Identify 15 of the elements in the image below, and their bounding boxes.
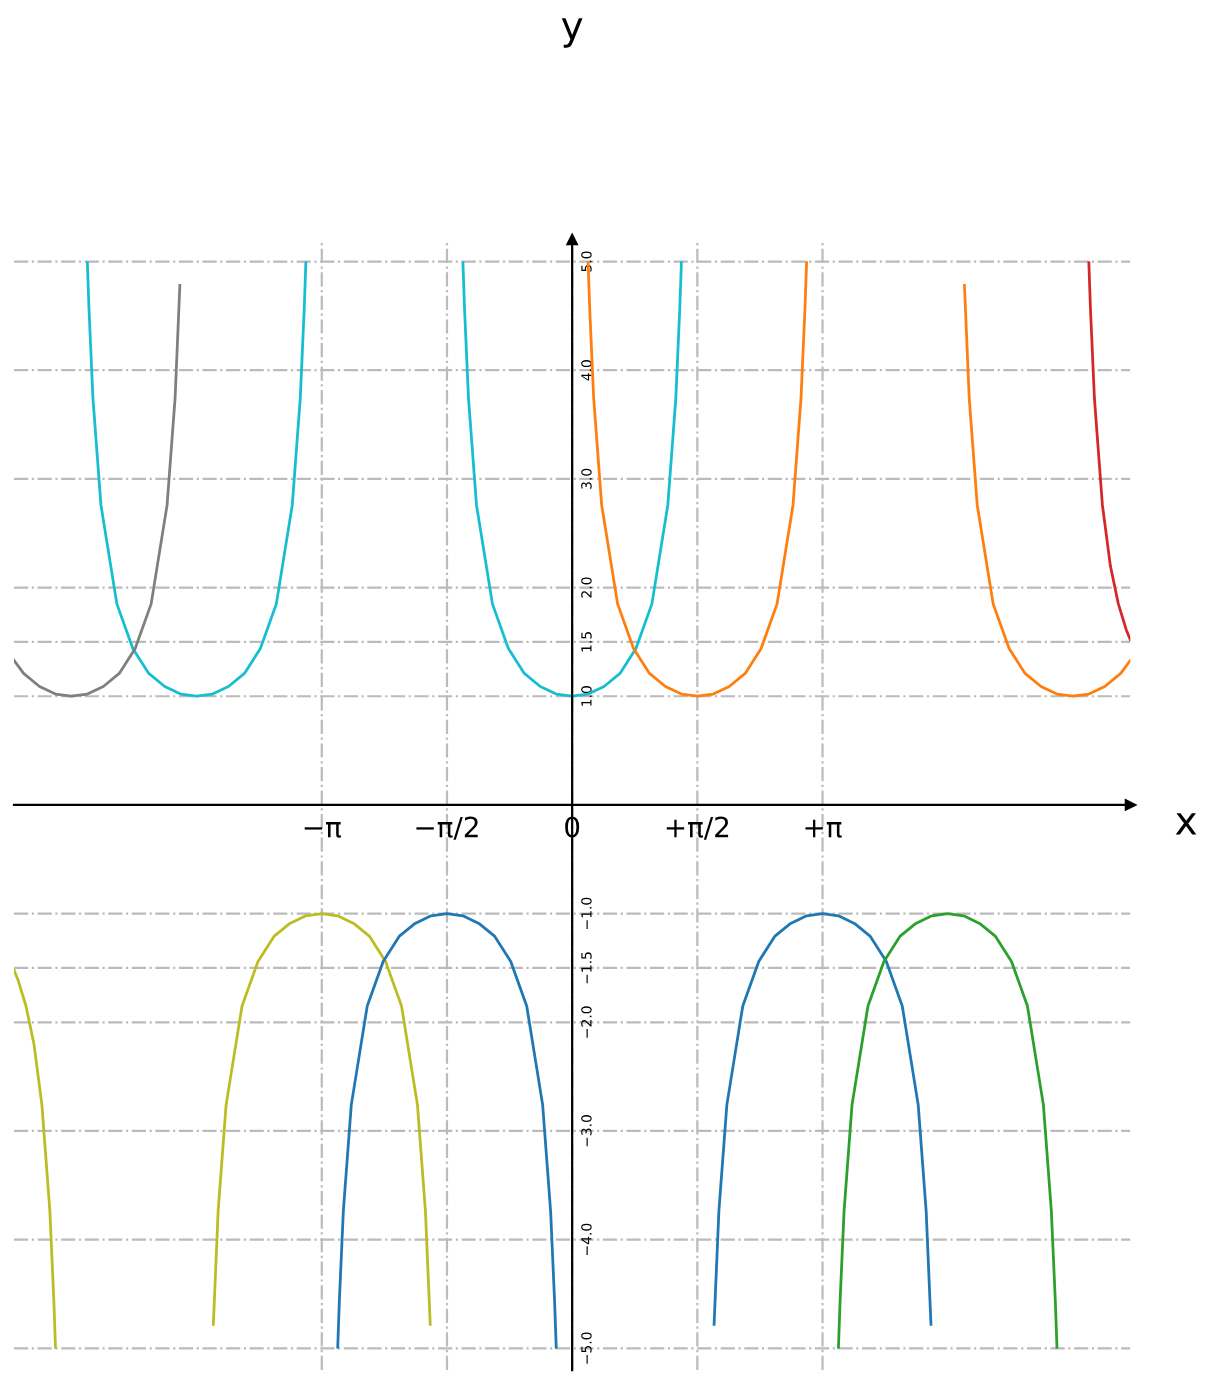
line-series xyxy=(1087,261,1131,642)
line-series xyxy=(712,912,933,1326)
x-axis-title: x xyxy=(1175,813,1197,835)
line-series xyxy=(211,912,432,1326)
line-series xyxy=(963,284,1131,698)
line-series xyxy=(837,912,1059,1349)
x-tick-label: +π/2 xyxy=(666,816,729,840)
line-series xyxy=(14,284,182,698)
x-tick-label: +π xyxy=(805,819,842,838)
x-tick-label: −π xyxy=(304,821,342,838)
line-series xyxy=(14,968,57,1349)
line-series xyxy=(85,261,308,698)
line-series xyxy=(336,912,558,1349)
x-tick-label: −π/2 xyxy=(416,816,478,840)
y-axis-title: y xyxy=(561,18,583,48)
